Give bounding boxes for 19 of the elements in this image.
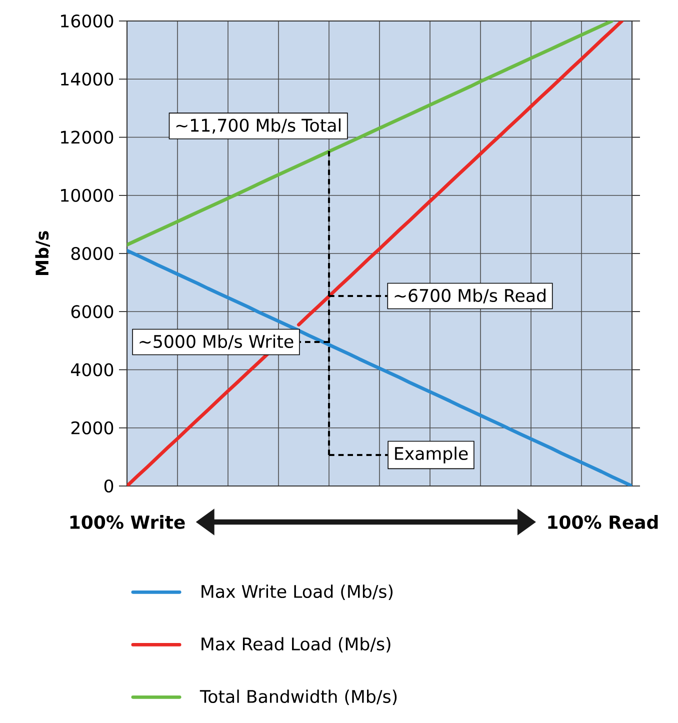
y-tick-label: 14000: [61, 72, 114, 86]
legend-label: Max Read Load (Mb/s): [202, 637, 390, 653]
y-tick-label: 0: [104, 479, 114, 493]
text: 100% Write: [70, 515, 185, 529]
annotation: Example: [395, 446, 468, 464]
y-tick-label: 16000: [61, 14, 114, 28]
legend-label: Max Write Load (Mb/s): [202, 584, 393, 600]
annotation: ~6700 Mb/s Read: [394, 288, 546, 304]
y-axis-title: Mb/s: [35, 231, 50, 276]
y-tick-label: 2000: [71, 421, 114, 434]
annotation: ~5000 Mb/s Write: [140, 334, 294, 350]
text: 100% Read: [548, 515, 658, 529]
y-tick-label: 4000: [71, 363, 114, 376]
y-tick-label: 10000: [61, 188, 114, 202]
legend-label: Total Bandwidth (Mb/s): [200, 690, 397, 706]
y-tick-label: 12000: [61, 130, 114, 144]
annotation: ~11,700 Mb/s Total: [176, 118, 340, 134]
y-tick-label: 8000: [71, 246, 114, 260]
y-tick-label: 6000: [71, 305, 114, 318]
